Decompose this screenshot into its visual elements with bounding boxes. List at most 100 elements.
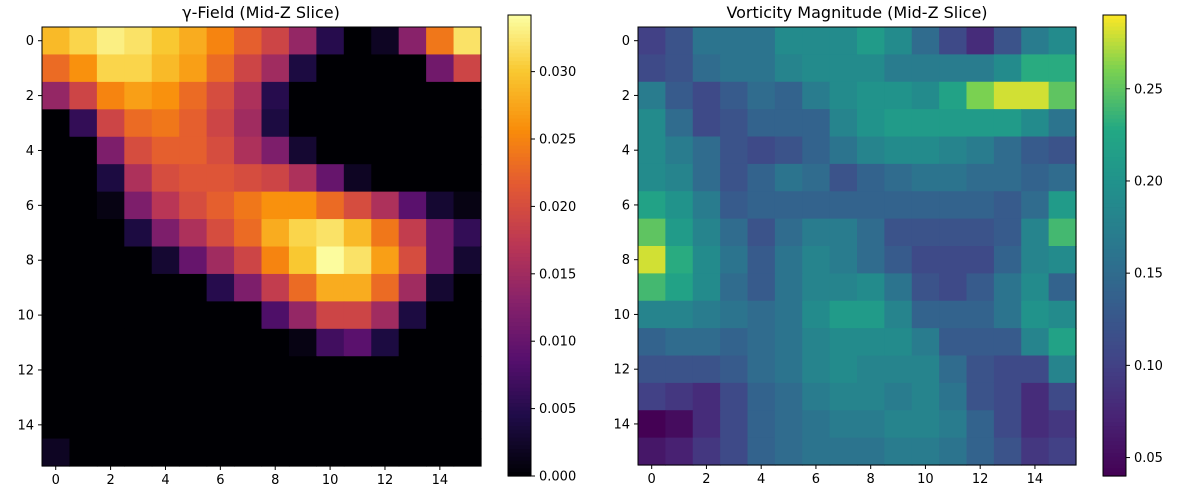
colorbar-segment — [508, 452, 531, 458]
colorbar-segment — [508, 114, 531, 120]
heatmap-cell — [316, 411, 345, 440]
heatmap-cell — [398, 356, 427, 385]
heatmap-cell — [857, 273, 885, 302]
heatmap-cell — [316, 246, 345, 275]
heatmap-cell — [829, 273, 858, 302]
heatmap-cell — [343, 164, 372, 193]
heatmap-cell — [939, 437, 968, 466]
colorbar-segment — [1103, 306, 1126, 312]
heatmap-cell — [69, 27, 98, 56]
colorbar-segment — [508, 141, 531, 147]
colorbar-segment — [508, 322, 531, 327]
heatmap-cell — [371, 109, 400, 138]
heatmap-cell — [692, 191, 721, 220]
heatmap-cell — [829, 410, 858, 439]
colorbar-segment — [508, 268, 531, 273]
colorbar-segment — [508, 441, 531, 446]
colorbar-segment — [508, 449, 531, 454]
heatmap-cell — [966, 410, 995, 439]
heatmap-cell — [665, 218, 694, 247]
heatmap-cell — [692, 382, 721, 411]
colorbar-segment — [508, 272, 531, 277]
heatmap-cell — [665, 246, 694, 274]
colorbar-segment — [508, 134, 531, 139]
colorbar-segment — [1103, 164, 1126, 170]
colorbar-segment — [1103, 222, 1126, 227]
heatmap-cell — [426, 27, 455, 56]
heatmap-cell — [261, 136, 290, 165]
heatmap-cell — [966, 328, 995, 357]
heatmap-cell — [802, 382, 831, 411]
y-tick-label: 6 — [26, 199, 34, 214]
heatmap-cell — [911, 163, 940, 192]
colorbar-segment — [1103, 379, 1126, 385]
colorbar-segment — [508, 99, 531, 104]
heatmap-cell — [426, 109, 455, 138]
heatmap-cell — [1048, 382, 1077, 411]
heatmap-cell — [966, 246, 995, 274]
colorbar-segment — [1103, 437, 1126, 443]
colorbar-segment — [1103, 326, 1126, 331]
x-tick-label: 12 — [972, 472, 989, 487]
heatmap-cell — [398, 273, 427, 302]
heatmap-cell — [993, 218, 1022, 247]
x-tick-label: 10 — [322, 473, 339, 488]
colorbar-segment — [1103, 337, 1126, 343]
colorbar-segment — [508, 276, 531, 281]
colorbar-segment — [508, 130, 531, 135]
heatmap-cell — [426, 81, 455, 110]
heatmap-cell — [151, 246, 180, 275]
colorbar-segment — [1103, 233, 1126, 239]
heatmap-cell — [343, 27, 372, 56]
heatmap-cell — [911, 136, 940, 165]
colorbar-segment — [1103, 187, 1126, 193]
heatmap-cell — [179, 383, 208, 412]
y-tick-label: 8 — [622, 253, 630, 268]
heatmap-cell — [665, 163, 694, 192]
heatmap-cell — [124, 383, 153, 412]
colorbar-segment — [508, 230, 531, 235]
heatmap-cell — [774, 218, 803, 247]
colorbar-segment — [1103, 195, 1126, 200]
colorbar-segment — [508, 149, 531, 154]
heatmap-cell — [1048, 136, 1077, 165]
heatmap-cell — [884, 191, 913, 220]
x-tick-label: 4 — [757, 472, 765, 487]
heatmap-cell — [206, 191, 235, 220]
heatmap-cell — [1021, 27, 1050, 55]
heatmap-cell — [720, 300, 749, 329]
heatmap-cell — [911, 218, 940, 247]
heatmap-cell — [42, 273, 71, 302]
heatmap-cell — [206, 109, 235, 138]
colorbar-segment — [1103, 314, 1126, 320]
heatmap-cell — [665, 54, 694, 83]
heatmap-cell — [774, 81, 803, 110]
heatmap-cell — [993, 54, 1022, 83]
heatmap-cell — [829, 246, 858, 274]
colorbar-segment — [508, 26, 531, 31]
y-tick-label: 0 — [26, 34, 34, 49]
heatmap-cell — [96, 273, 125, 302]
colorbar-segment — [1103, 299, 1126, 304]
heatmap-cell — [96, 383, 125, 412]
heatmap-cell — [638, 410, 666, 439]
heatmap-cell — [829, 300, 858, 329]
heatmap-cell — [398, 109, 427, 138]
heatmap-cell — [343, 54, 372, 83]
heatmap-cell — [69, 328, 98, 357]
heatmap-cell — [316, 54, 345, 83]
heatmap-cell — [42, 438, 71, 467]
heatmap-cell — [774, 273, 803, 302]
heatmap-cell — [371, 136, 400, 165]
heatmap-cell — [1048, 163, 1077, 192]
heatmap-cell — [802, 191, 831, 220]
heatmap-cell — [638, 246, 666, 274]
colorbar-segment — [1103, 111, 1126, 116]
colorbar-segment — [1103, 422, 1126, 427]
heatmap-cell — [720, 163, 749, 192]
colorbar-segment — [508, 226, 531, 231]
colorbar-segment — [508, 280, 531, 285]
heatmap-cell — [234, 219, 263, 248]
colorbar-segment — [1103, 214, 1126, 220]
heatmap-cell — [42, 191, 71, 220]
